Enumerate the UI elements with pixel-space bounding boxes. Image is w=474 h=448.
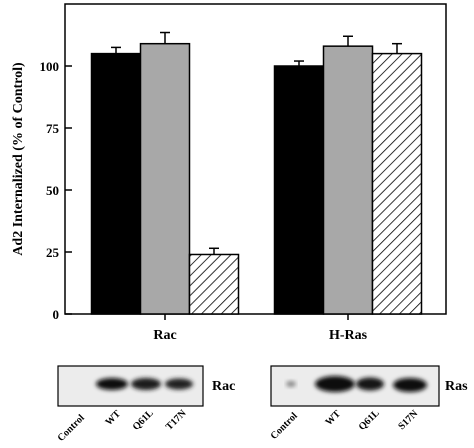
blot-label: Rac [212, 379, 235, 394]
x-axis: Rac H-Ras [153, 314, 368, 343]
blot-band [286, 381, 296, 387]
bars [90, 31, 423, 315]
y-tick-label: 75 [46, 121, 60, 136]
lane-label: WT [103, 408, 123, 428]
blot-label: Ras [445, 379, 468, 394]
x-tick-label: H-Ras [329, 328, 368, 343]
lane-label: WT [323, 408, 343, 428]
bar [322, 45, 374, 315]
bar [273, 65, 325, 315]
lane-label: Q61L [357, 407, 382, 432]
lane-label: Control [56, 412, 87, 443]
blot-band [96, 378, 128, 390]
plot-frame [64, 3, 447, 315]
blot-panel-rac: Rac Control WT Q61L T17N [56, 365, 235, 444]
lane-label: T17N [164, 407, 189, 432]
blot-band [393, 378, 427, 392]
bar [90, 52, 142, 315]
bar [139, 42, 191, 315]
y-tick-label: 100 [40, 59, 60, 74]
y-tick-label: 50 [46, 183, 59, 198]
lane-label: Control [269, 410, 300, 441]
chart: 0 25 50 75 100 Rac H-Ras Ad2 Internalized (% … [11, 3, 447, 343]
blot-band [131, 378, 161, 390]
blot-band [165, 378, 193, 390]
y-tick-label: 0 [53, 307, 60, 322]
lane-label: Q61L [131, 407, 156, 432]
x-tick-label: Rac [153, 328, 176, 343]
blot-panel-ras: Ras Control WT Q61L S17N [269, 365, 468, 442]
blot-band [356, 377, 384, 391]
bar [188, 253, 240, 315]
blot-band [315, 376, 355, 392]
lane-label: S17N [396, 408, 420, 432]
y-tick-label: 25 [46, 245, 60, 260]
y-axis-title: Ad2 Internalized (% of Control) [11, 62, 26, 256]
bar [371, 52, 423, 315]
y-axis: 0 25 50 75 100 [40, 59, 72, 322]
